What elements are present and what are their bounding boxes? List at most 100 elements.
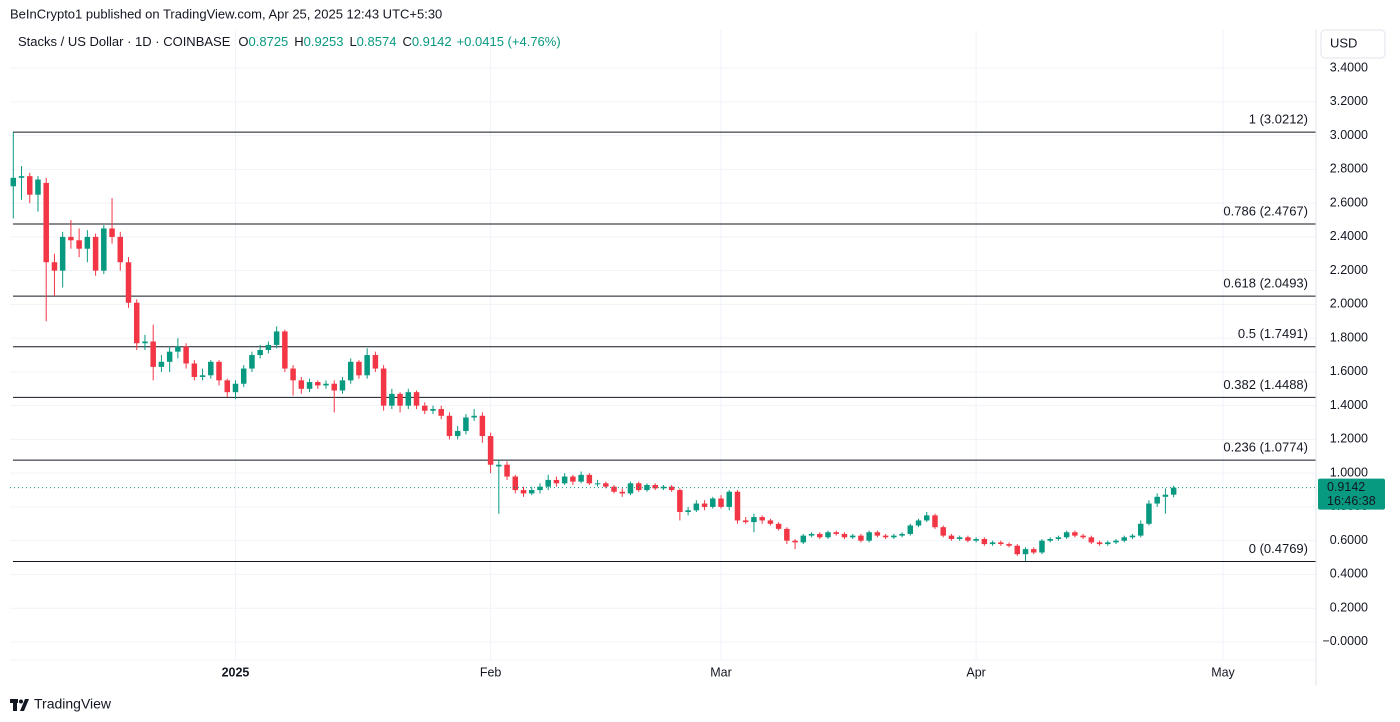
candle-body [1072,532,1078,536]
candle-body [430,409,436,411]
y-tick-label: 0.6000 [1330,533,1368,547]
y-tick-label: 3.2000 [1330,94,1368,108]
candle-body [76,240,82,249]
candle-body [874,532,881,536]
candle-body [1105,542,1111,545]
candle-body [989,542,996,545]
candle-body [1014,545,1021,555]
candle-body [677,490,683,512]
tradingview-logo [10,699,29,711]
candle-body [1113,540,1119,543]
candle-body [92,236,99,271]
candle-body [767,520,774,524]
legend-key: L [349,34,356,49]
candle-body [1055,537,1062,539]
candle-body [907,525,914,534]
legend-change: +0.0415 (+4.76%) [457,34,561,49]
fib-label: 0.618 (2.0493) [1223,276,1308,291]
candle-body [528,490,535,494]
candle-body [166,351,173,362]
candle-body [339,380,346,391]
currency-button[interactable] [1320,29,1386,59]
fib-label: 0 (0.4769) [1249,541,1308,556]
candle-body [948,535,955,539]
candle-body [51,262,58,271]
currency[interactable]: USD [1330,35,1357,50]
candle-body [841,533,848,538]
candle-body [364,355,370,376]
candle-body [1121,537,1128,541]
overlay: −0.00000.20000.40000.60000.80001.00001.2… [222,60,1385,679]
candle-body [1063,532,1070,538]
legend-value: 0.9253 [304,34,344,49]
candle-body [142,341,148,344]
candle-body [249,355,255,369]
candle-body [216,361,222,381]
candle-body [109,228,115,237]
candle-body [175,346,181,352]
candle-body [1096,542,1103,545]
x-tick-label: Apr [966,665,985,679]
candle-body [356,361,362,376]
candle-body [1047,538,1053,541]
candle-body [1039,540,1045,553]
candle-body [487,436,494,465]
candle-body [882,535,889,538]
candle-body [1129,535,1136,538]
candle-body [380,368,387,406]
candle-body [323,383,329,386]
x-tick-label: Feb [480,665,502,679]
candle-body [981,538,988,545]
candle-body [282,331,288,369]
candle-body [331,383,337,391]
candle-body [232,383,239,393]
candle-body [652,484,658,489]
candle-body [594,483,601,485]
candle-body [932,515,938,528]
candle-body [347,361,354,381]
candle-body [685,510,691,512]
candle-body [504,464,510,477]
candle-body [199,375,206,377]
candle-body [1006,544,1012,546]
y-tick-label: 0.2000 [1330,600,1368,614]
candle-body [298,380,305,389]
candle-body [224,380,231,393]
candle-body [27,176,33,195]
legend-value: 0.9142 [412,34,452,49]
candle-body [940,527,946,536]
candle-body [800,535,807,543]
candle-body [627,483,634,494]
candle-body [784,528,790,541]
candle-body [998,542,1004,545]
candle-body [191,363,198,377]
candle-body [965,537,971,541]
candle-body [586,474,593,484]
published-note: BeInCrypto1 published on TradingView.com… [10,6,442,21]
candle-body [422,405,428,411]
candle-body [265,344,272,350]
candle-body [751,517,757,523]
candle-body [915,520,922,526]
candle-body [446,415,453,437]
candle-body [101,228,107,271]
candle-body [578,474,584,482]
candle-body [1170,487,1177,495]
candle-body [1137,523,1144,536]
candle-body [833,532,839,534]
y-tick-label: 2.4000 [1330,229,1368,243]
candle-body [496,464,502,467]
legend-key: C [402,34,411,49]
candle-body [405,392,412,406]
candle-body [372,355,379,369]
candle-body [18,176,25,178]
candle-body [1080,535,1086,538]
candle-body [825,532,831,538]
candle-body [397,393,403,406]
candle-body [257,349,263,356]
candle-body [668,486,675,491]
candle-body [561,476,568,484]
plot: 1 (3.0212) 0.786 (2.4767) 0.618 (2.0493) 0.… [10,112,1316,562]
candle-body [471,415,477,418]
candle-body [68,236,74,241]
